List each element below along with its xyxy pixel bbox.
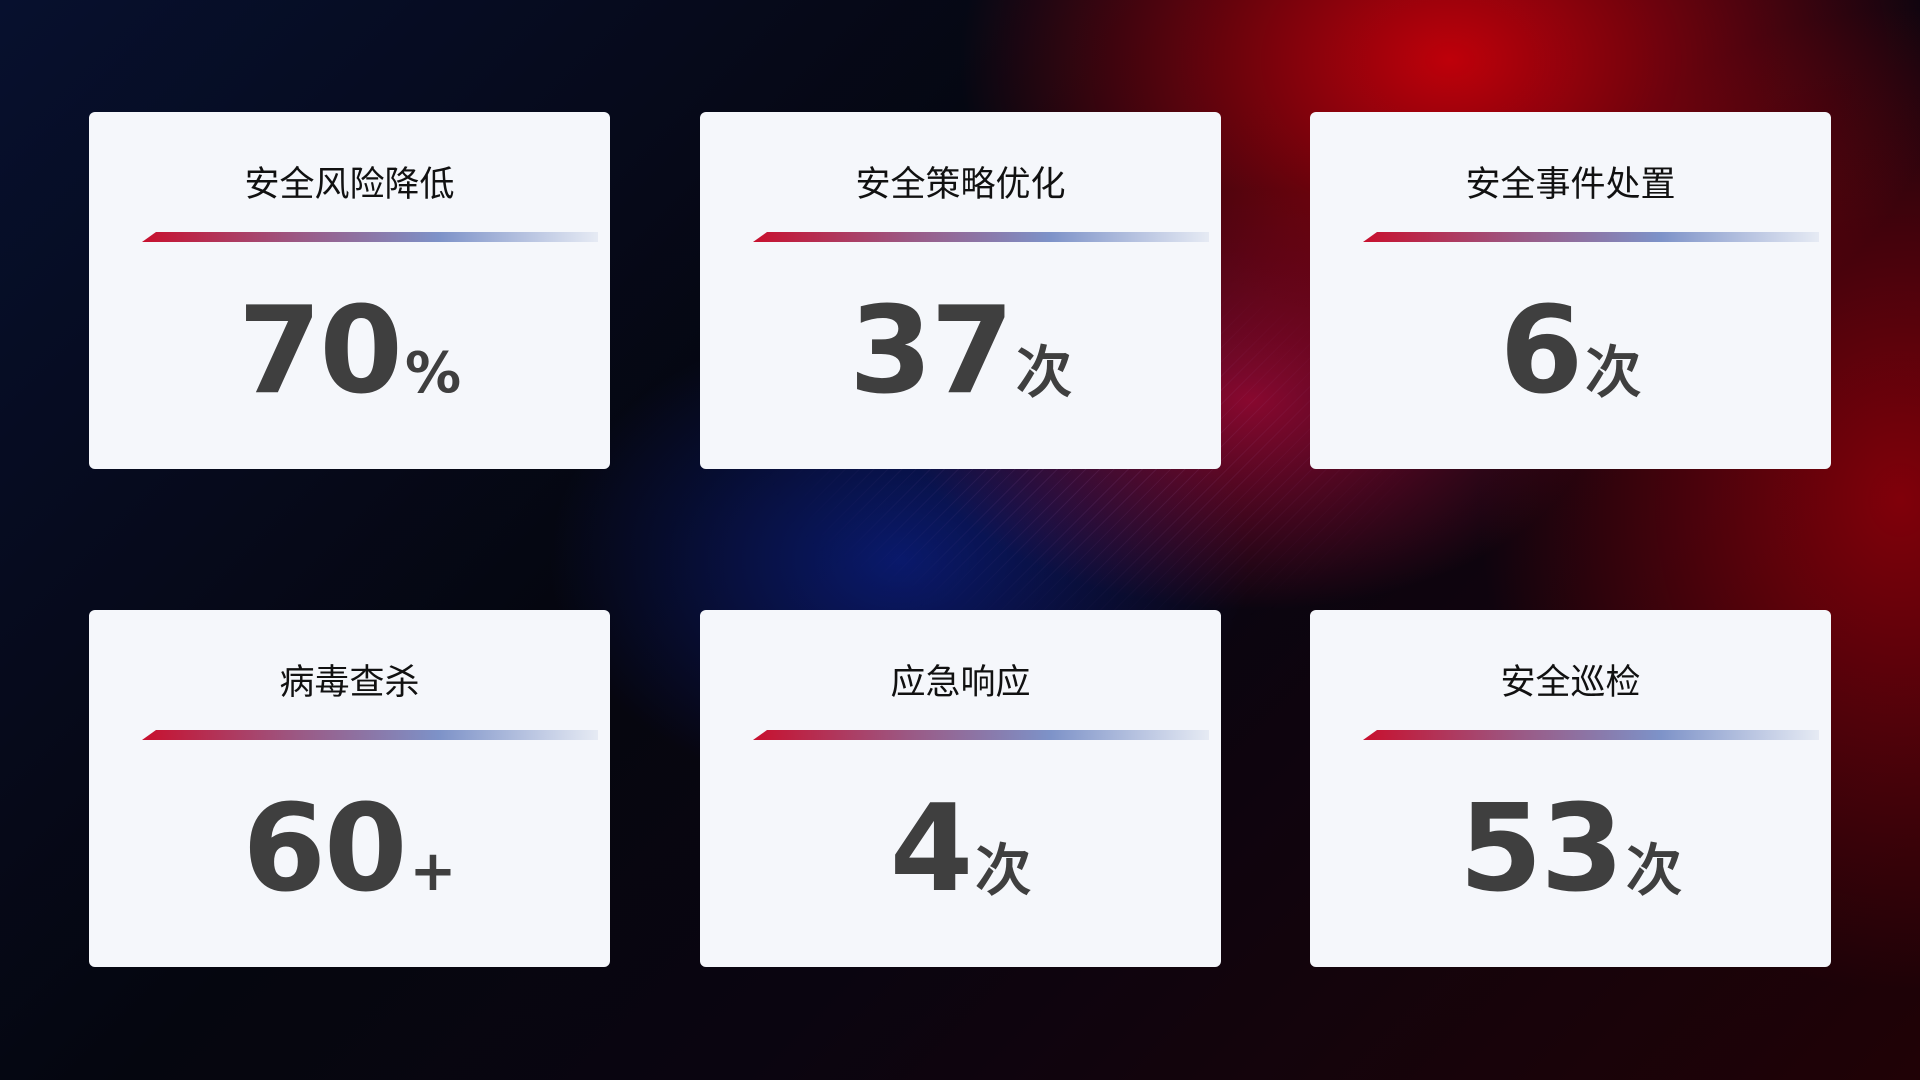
value-number: 60 xyxy=(242,780,408,919)
card-value: 70% xyxy=(89,282,610,421)
value-unit: % xyxy=(404,341,462,406)
value-unit: 次 xyxy=(1016,341,1072,406)
card-title: 应急响应 xyxy=(890,663,1031,703)
value-number: 70 xyxy=(237,282,403,421)
stat-card-emergency-response: 应急响应 4次 xyxy=(700,610,1221,967)
divider-bar xyxy=(753,232,1209,242)
stat-card-risk-reduction: 安全风险降低 70% xyxy=(89,112,610,469)
card-value: 53次 xyxy=(1310,780,1831,919)
card-title: 安全巡检 xyxy=(1500,663,1641,703)
card-title: 病毒查杀 xyxy=(279,663,420,703)
card-title: 安全策略优化 xyxy=(855,165,1066,205)
value-number: 4 xyxy=(889,780,973,919)
stat-card-virus-removal: 病毒查杀 60+ xyxy=(89,610,610,967)
value-number: 37 xyxy=(849,282,1014,421)
divider-bar xyxy=(1363,232,1819,242)
value-unit: 次 xyxy=(1626,839,1682,904)
value-unit: + xyxy=(409,839,457,904)
stat-card-security-inspection: 安全巡检 53次 xyxy=(1310,610,1831,967)
divider-bar xyxy=(753,730,1209,740)
card-value: 60+ xyxy=(89,780,610,919)
value-unit: 次 xyxy=(1585,341,1642,406)
card-value: 4次 xyxy=(700,780,1221,919)
divider-bar xyxy=(142,730,598,740)
divider-bar xyxy=(142,232,598,242)
card-value: 6次 xyxy=(1310,282,1831,421)
card-title: 安全风险降低 xyxy=(244,165,455,205)
divider-bar xyxy=(1363,730,1819,740)
value-number: 53 xyxy=(1459,780,1624,919)
value-number: 6 xyxy=(1499,282,1583,421)
stat-card-incident-handling: 安全事件处置 6次 xyxy=(1310,112,1831,469)
card-title: 安全事件处置 xyxy=(1465,165,1676,205)
value-unit: 次 xyxy=(975,839,1032,904)
card-value: 37次 xyxy=(700,282,1221,421)
stat-card-policy-optimization: 安全策略优化 37次 xyxy=(700,112,1221,469)
